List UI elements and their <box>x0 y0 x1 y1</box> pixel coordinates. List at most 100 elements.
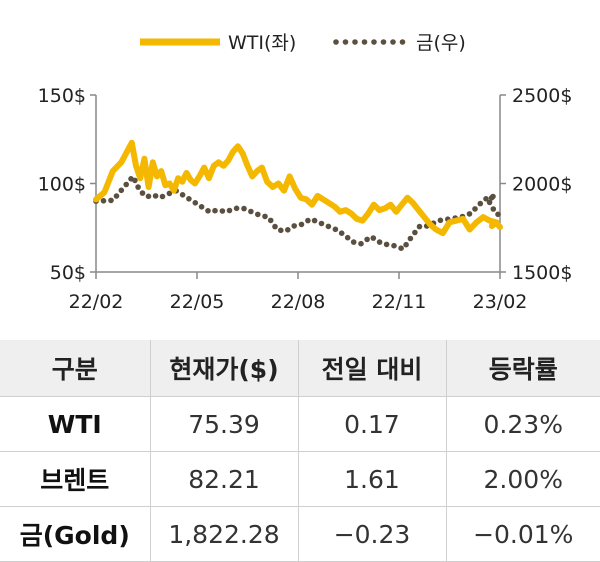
gold-point <box>376 239 383 245</box>
row-label: 브렌트 <box>0 451 150 507</box>
gold-point <box>364 236 370 243</box>
change-rate-cell: 0.23% <box>445 396 600 452</box>
gold-point <box>233 205 240 212</box>
gold-point <box>262 213 268 220</box>
gold-point <box>272 223 278 230</box>
change-rate-cell: 2.00% <box>445 451 600 507</box>
gold-point <box>152 193 159 199</box>
gold-point <box>219 208 226 214</box>
legend-gold-label: 금(우) <box>416 32 466 54</box>
gold-point <box>403 241 409 248</box>
gold-point <box>483 196 489 202</box>
gold-point <box>477 200 484 207</box>
gold-point <box>437 217 444 224</box>
table-row: 브렌트 82.21 1.61 2.00% <box>0 451 600 507</box>
gold-point <box>100 198 107 204</box>
gold-point <box>325 223 332 230</box>
gold-point <box>205 208 211 214</box>
legend-gold-dot <box>399 39 406 45</box>
gold-point <box>490 206 497 212</box>
gold-point <box>332 226 339 233</box>
x-tick-label: 22/08 <box>271 291 326 313</box>
gold-point <box>254 211 261 218</box>
gold-point <box>291 223 298 229</box>
gold-point <box>311 217 318 224</box>
gold-point <box>241 205 247 212</box>
gold-point <box>186 196 192 202</box>
current-price-cell: 1,822.28 <box>149 506 298 562</box>
table-header-row: 구분 현재가($) 전일 대비 등락률 <box>0 340 600 397</box>
gold-point <box>391 242 397 249</box>
change-rate-cell: −0.01% <box>445 506 600 562</box>
legend-gold-dot <box>352 39 358 45</box>
gold-point <box>344 234 351 241</box>
gold-point <box>486 199 493 206</box>
legend-gold-swatch <box>333 39 406 45</box>
legend-wti-label: WTI(좌) <box>228 32 296 54</box>
gold-point <box>298 221 305 228</box>
gold-point <box>248 208 254 215</box>
right-y-tick-label: 2500$ <box>512 85 572 107</box>
gold-point <box>267 217 274 224</box>
left-y-tick-label: 50$ <box>50 262 86 284</box>
legend-gold-dot <box>333 39 339 45</box>
gold-point <box>472 206 478 212</box>
gold-point <box>278 227 284 234</box>
gold-point <box>192 200 199 206</box>
row-label: WTI <box>0 396 150 452</box>
gold-point <box>159 193 166 200</box>
legend-gold-dot <box>380 39 387 45</box>
gold-point <box>407 235 414 242</box>
x-tick-label: 22/05 <box>170 291 225 313</box>
gold-point <box>305 217 311 224</box>
gold-point <box>416 223 423 230</box>
day-change-cell: −0.23 <box>297 506 446 562</box>
row-label: 금(Gold) <box>0 506 150 562</box>
gold-series <box>93 176 501 251</box>
gold-point <box>488 195 495 201</box>
current-price-cell: 82.21 <box>149 451 298 507</box>
x-tick-label: 22/02 <box>69 291 124 313</box>
gold-point <box>145 193 152 200</box>
gold-point <box>166 190 173 197</box>
header-current-price: 현재가($) <box>149 340 298 397</box>
gold-point <box>350 239 357 245</box>
gold-point <box>118 187 125 194</box>
gold-point <box>108 197 114 204</box>
gold-point <box>412 229 418 236</box>
current-price-cell: 75.39 <box>149 396 298 452</box>
gold-point <box>318 220 325 227</box>
gold-point <box>285 227 291 233</box>
table-row: WTI 75.39 0.17 0.23% <box>0 396 600 452</box>
right-y-tick-label: 2000$ <box>512 174 572 196</box>
gold-point <box>338 230 345 236</box>
gold-point <box>212 207 218 214</box>
header-category: 구분 <box>0 340 150 397</box>
header-day-change: 전일 대비 <box>297 340 446 397</box>
gold-point <box>198 204 205 210</box>
gold-point <box>179 192 186 198</box>
price-table: 구분 현재가($) 전일 대비 등락률 WTI 75.39 0.17 0.23%… <box>0 340 600 562</box>
gold-point <box>358 240 364 247</box>
x-tick-label: 23/02 <box>473 291 528 313</box>
gold-point <box>383 241 390 248</box>
gold-point <box>132 177 138 184</box>
gold-point <box>139 190 146 196</box>
gold-point <box>466 211 473 217</box>
price-chart: WTI(좌) 금(우) 150$ 100$ 50$ 2500$ 2000$ 1500$ 22… <box>38 32 573 313</box>
day-change-cell: 1.61 <box>297 451 446 507</box>
table-row: 금(Gold) 1,822.28 −0.23 −0.01% <box>0 506 600 562</box>
gold-point <box>370 235 377 241</box>
wti-series <box>93 139 503 237</box>
gold-point <box>123 181 129 188</box>
gold-point <box>398 245 404 251</box>
legend-gold-dot <box>371 39 377 45</box>
gold-point <box>495 211 501 218</box>
day-change-cell: 0.17 <box>297 396 446 452</box>
chart-legend: WTI(좌) 금(우) <box>140 32 466 54</box>
gold-point <box>226 207 233 214</box>
gold-point <box>135 184 141 190</box>
left-y-tick-label: 150$ <box>38 85 86 107</box>
left-y-tick-label: 100$ <box>38 174 86 196</box>
legend-gold-dot <box>390 39 396 45</box>
